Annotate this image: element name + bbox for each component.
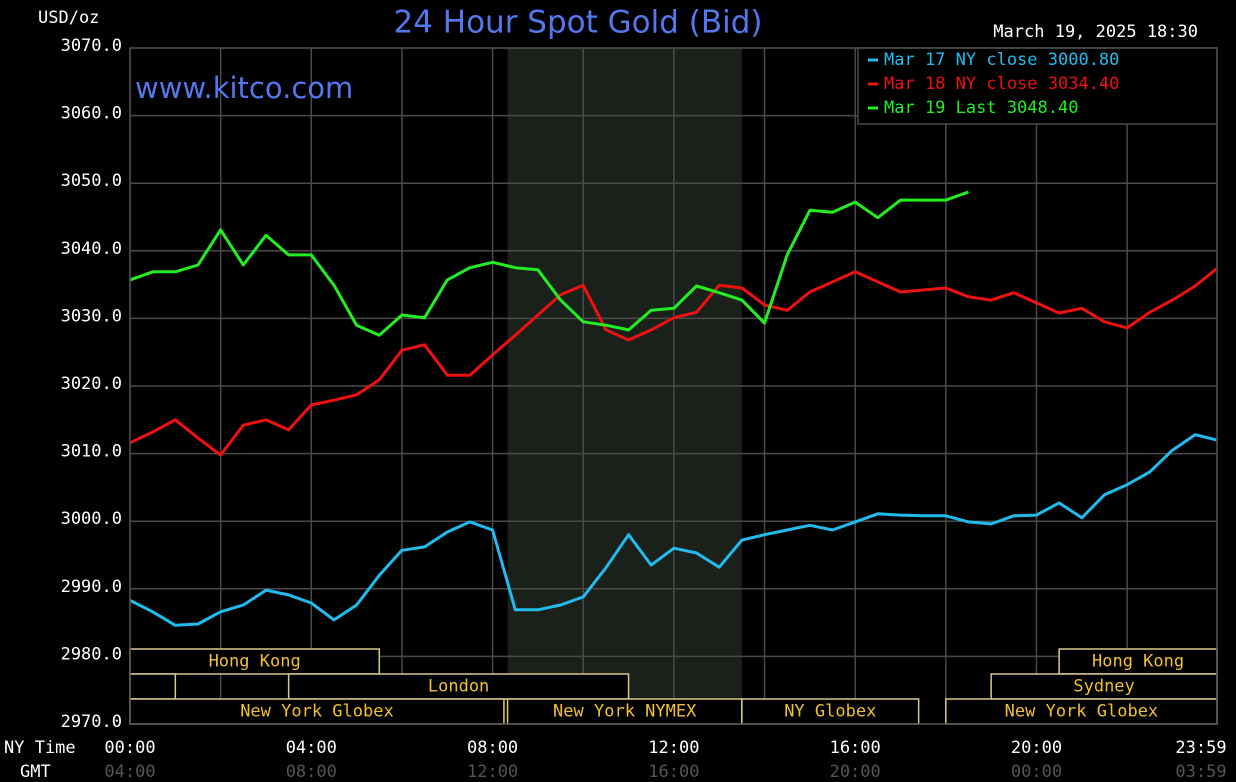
x2-tick-label: 16:00 [648, 762, 699, 782]
y-tick-label: 3020.0 [61, 374, 122, 394]
series-line [129, 267, 1218, 457]
plot-frame [129, 47, 1218, 725]
session-label: New York Globex [240, 702, 394, 722]
legend-label: Mar 18 NY close 3034.40 [884, 74, 1119, 94]
y-tick-label: 2990.0 [61, 577, 122, 597]
legend-label: Mar 17 NY close 3000.80 [884, 50, 1119, 70]
x-tick-label: 04:00 [286, 738, 337, 758]
series-line [129, 190, 970, 337]
x-tick-label: 12:00 [648, 738, 699, 758]
session-label: London [428, 677, 489, 697]
y-tick-label: 3060.0 [61, 104, 122, 124]
x2-tick-label: 00:00 [1011, 762, 1062, 782]
x2-tick-label: 08:00 [286, 762, 337, 782]
y-tick-label: 2980.0 [61, 644, 122, 664]
x-tick-label: 20:00 [1011, 738, 1062, 758]
x2-tick-label: 04:00 [104, 762, 155, 782]
x2-row-label: GMT [20, 762, 51, 782]
x-row-label: NY Time [4, 738, 76, 758]
session-box [129, 673, 177, 700]
site: www.kitco.com [135, 71, 353, 105]
date: March 19, 2025 18:30 [993, 22, 1198, 42]
session-label: Hong Kong [1092, 652, 1184, 672]
session-box [287, 673, 630, 700]
session-box [129, 698, 505, 725]
session-box [741, 698, 920, 725]
y-tick-label: 2970.0 [61, 712, 122, 732]
y-unit: USD/oz [38, 8, 99, 28]
session-label: New York NYMEX [553, 702, 697, 722]
chart-title: 24 Hour Spot Gold (Bid) [393, 5, 762, 41]
x-tick-label: 16:00 [830, 738, 881, 758]
session-box [990, 673, 1218, 700]
y-tick-label: 3050.0 [61, 171, 122, 191]
y-tick-label: 3010.0 [61, 442, 122, 462]
series-line [129, 433, 1218, 627]
y-tick-label: 3030.0 [61, 306, 122, 326]
session-label: Sydney [1073, 677, 1134, 697]
x-tick-label: 23:59 [1175, 738, 1226, 758]
session-label: NY Globex [784, 702, 876, 722]
x2-tick-label: 20:00 [830, 762, 881, 782]
x2-tick-label: 03:59 [1175, 762, 1226, 782]
x-tick-label: 08:00 [467, 738, 518, 758]
legend-label: Mar 19 Last 3048.40 [884, 98, 1078, 118]
x2-tick-label: 12:00 [467, 762, 518, 782]
x-tick-label: 00:00 [104, 738, 155, 758]
session-box [945, 698, 1218, 725]
y-tick-label: 3000.0 [61, 509, 122, 529]
session-label: New York Globex [1005, 702, 1159, 722]
y-tick-label: 3040.0 [61, 239, 122, 259]
session-label: Hong Kong [209, 652, 301, 672]
y-tick-label: 3070.0 [61, 36, 122, 56]
